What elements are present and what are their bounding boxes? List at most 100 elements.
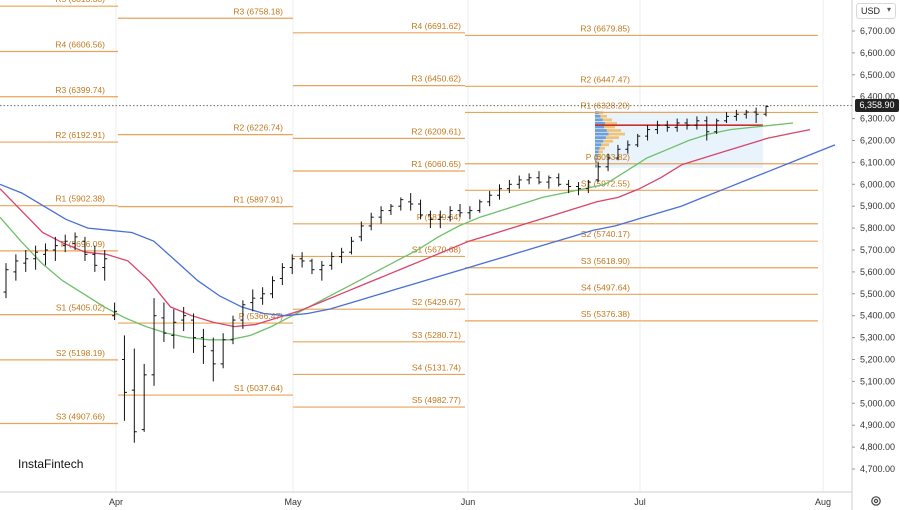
- ohlc-bar: [250, 289, 256, 312]
- ohlc-bar: [200, 328, 206, 364]
- pivot-label: S5 (5376.38): [581, 309, 630, 319]
- ohlc-bars: [3, 105, 769, 443]
- ohlc-bar: [743, 109, 749, 119]
- profile-bar: [595, 122, 617, 125]
- profile-bar-blue: [595, 143, 602, 147]
- ohlc-bar: [625, 140, 631, 154]
- ohlc-bar: [52, 236, 58, 261]
- ohlc-bar: [664, 120, 670, 132]
- ohlc-bar: [585, 179, 591, 194]
- ohlc-bar: [240, 300, 246, 329]
- ohlc-bar: [269, 276, 275, 299]
- ohlc-bar: [437, 210, 443, 229]
- ohlc-bar: [556, 173, 562, 187]
- ohlc-bar: [33, 245, 39, 270]
- pivot-label: S3 (5618.90): [581, 256, 630, 266]
- profile-bar: [595, 125, 615, 129]
- moving-average-line: [0, 122, 794, 341]
- ohlc-bar: [181, 306, 187, 332]
- price-axis-label: 5,300.00: [860, 333, 895, 343]
- pivot-label: R4 (6606.56): [55, 39, 105, 49]
- ohlc-bar: [279, 263, 285, 286]
- ohlc-bar: [645, 125, 651, 141]
- ohlc-bar: [82, 236, 88, 261]
- price-axis-label: 5,400.00: [860, 311, 895, 321]
- pivot-label: S2 (5198.19): [56, 348, 105, 358]
- profile-bar-blue: [595, 139, 604, 143]
- pivot-label: S5 (4982.77): [412, 395, 461, 405]
- ohlc-bar: [62, 234, 68, 253]
- profile-bar-blue: [595, 132, 609, 136]
- ohlc-bar: [289, 254, 295, 275]
- time-axis-label: May: [284, 497, 302, 507]
- ohlc-bar: [595, 162, 601, 183]
- currency-label: USD: [861, 6, 881, 16]
- pivot-label: S2 (5429.67): [412, 297, 461, 307]
- ohlc-bar: [763, 105, 769, 117]
- profile-bar-blue: [595, 136, 606, 140]
- price-axis-label: 5,000.00: [860, 398, 895, 408]
- profile-box: [595, 110, 763, 168]
- ohlc-bar: [319, 260, 325, 281]
- pivot-label: S1 (5670.68): [412, 244, 461, 254]
- pivot-label: S3 (4907.66): [56, 412, 105, 422]
- pivot-label: P (5819.64): [417, 212, 461, 222]
- price-axis-label: 5,900.00: [860, 201, 895, 211]
- pivot-levels: R5 (6813.38) R4 (6606.56) R3 (6399.74) R2 (…: [0, 0, 852, 425]
- profile-bar: [595, 132, 625, 136]
- pivot-label: R1 (6328.20): [580, 100, 630, 110]
- ohlc-bar: [733, 109, 739, 121]
- ohlc-bar: [348, 236, 354, 255]
- last-price-tag: 6,358.90: [855, 99, 899, 113]
- profile-bar: [595, 146, 605, 150]
- chevron-down-icon: ▾: [886, 5, 891, 14]
- profile-bar: [595, 129, 621, 132]
- ohlc-bar: [615, 144, 621, 161]
- pivot-label: R3 (6399.74): [55, 85, 105, 95]
- ohlc-bar: [418, 199, 424, 220]
- price-axis-label: 4,700.00: [860, 464, 895, 474]
- ohlc-bar: [497, 184, 503, 200]
- ohlc-bar: [112, 302, 118, 321]
- ohlc-bar: [427, 210, 433, 229]
- time-axis-label: Jul: [634, 497, 646, 507]
- gear-icon[interactable]: [870, 495, 882, 507]
- ohlc-bar: [398, 197, 404, 211]
- ohlc-bar: [457, 204, 463, 218]
- price-axis-label: 5,800.00: [860, 223, 895, 233]
- price-axis: 6,700.00 6,600.00 6,500.00 6,400.00 6,300.00…: [852, 26, 895, 474]
- ohlc-bar: [329, 252, 335, 270]
- price-axis-label: 6,500.00: [860, 70, 895, 80]
- profile-bar: [595, 143, 609, 147]
- ohlc-bar: [191, 313, 197, 353]
- profile-bar-blue: [595, 125, 604, 129]
- ohlc-bar: [635, 133, 641, 148]
- pivot-label: R1 (6060.65): [411, 159, 461, 169]
- profile-bar-blue: [595, 154, 598, 157]
- moving-average-line: [0, 128, 811, 328]
- pivot-label: S4 (5497.64): [581, 282, 630, 292]
- pivot-label: R5 (6813.38): [55, 0, 105, 4]
- price-axis-label: 6,700.00: [860, 26, 895, 36]
- pivot-label: P (5696.09): [61, 239, 105, 249]
- ohlc-bar: [13, 254, 19, 281]
- ohlc-bar: [23, 250, 29, 272]
- ohlc-bar: [526, 173, 532, 185]
- profile-bar: [595, 157, 600, 161]
- pivot-label: R3 (6758.18): [233, 6, 283, 16]
- profile-bar: [595, 150, 603, 154]
- ohlc-bar: [3, 263, 9, 299]
- ohlc-bar: [230, 315, 236, 345]
- ohlc-bar: [408, 193, 414, 211]
- ohlc-bar: [684, 118, 690, 130]
- price-axis-label: 6,400.00: [860, 92, 895, 102]
- time-axis-label: Jun: [461, 497, 476, 507]
- pivot-label: R2 (6192.91): [55, 130, 105, 140]
- ohlc-bar: [546, 175, 552, 189]
- price-axis-label: 5,100.00: [860, 376, 895, 386]
- ohlc-bar: [674, 118, 680, 132]
- profile-bar-blue: [595, 122, 605, 125]
- currency-selector[interactable]: USD ▾: [856, 3, 896, 19]
- price-axis-label: 5,200.00: [860, 355, 895, 365]
